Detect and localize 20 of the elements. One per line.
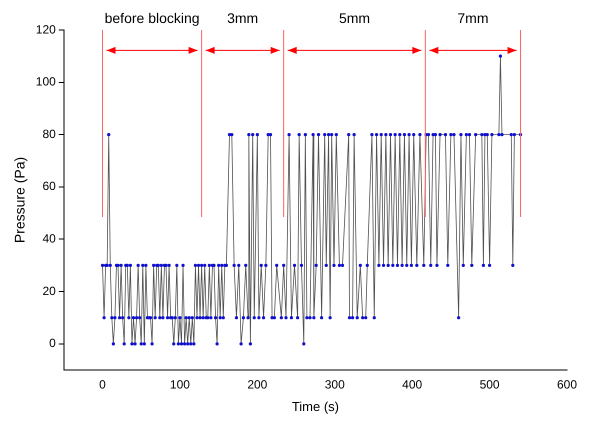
text: 7mm: [457, 10, 489, 26]
x-tick-label: 400: [402, 378, 423, 392]
text: before blocking: [104, 10, 200, 26]
y-tick-label: 80: [42, 126, 56, 141]
text: 5mm: [338, 10, 370, 26]
x-tick-label: 600: [556, 378, 578, 392]
x-tick-label: 500: [480, 378, 500, 392]
x-tick-label: 100: [170, 378, 190, 392]
y-axis-title: Pressure (Pa): [11, 156, 28, 244]
text: 3mm: [227, 10, 258, 26]
x-tick-label: 300: [324, 378, 346, 392]
y-tick-label: 120: [36, 22, 56, 36]
y-tick-label: 60: [42, 179, 56, 194]
y-tick-label: 100: [36, 74, 56, 89]
y-tick-label: 0: [49, 336, 56, 350]
y-tick-label: 40: [42, 232, 56, 246]
x-axis-title: Time (s): [292, 398, 340, 414]
y-tick-label: 20: [42, 284, 56, 298]
x-tick-label: 0: [99, 378, 106, 392]
x-tick-label: 200: [247, 378, 268, 392]
